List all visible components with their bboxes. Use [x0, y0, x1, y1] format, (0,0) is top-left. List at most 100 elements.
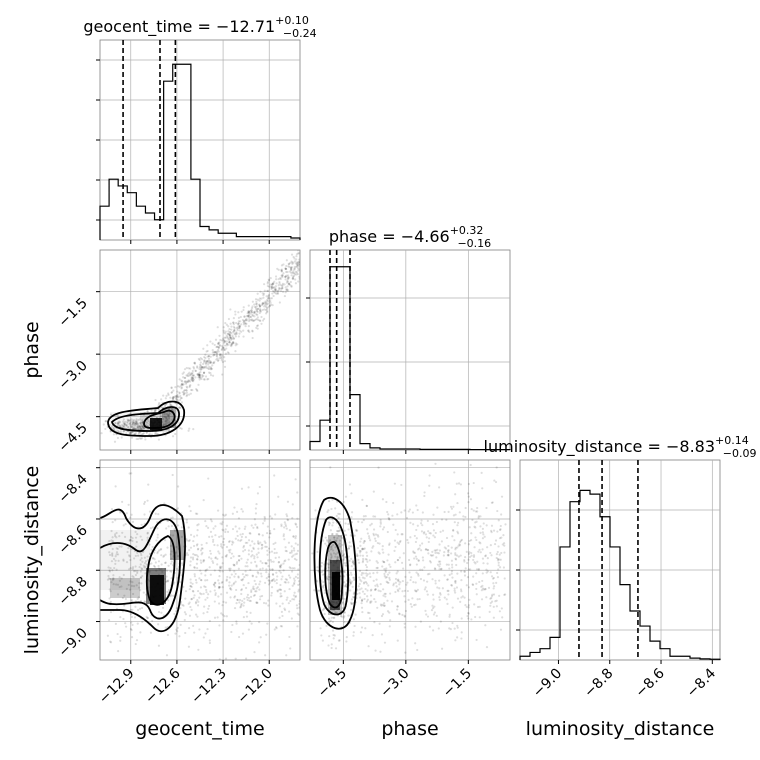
scatter-point: [270, 550, 274, 553]
scatter-point: [503, 544, 506, 547]
scatter-point: [283, 526, 286, 529]
scatter-point: [212, 353, 216, 356]
scatter-point: [244, 325, 247, 328]
scatter-point: [415, 571, 418, 574]
scatter-point: [288, 265, 291, 269]
scatter-point: [130, 636, 134, 639]
scatter-point: [319, 627, 322, 630]
scatter-point: [502, 566, 506, 569]
scatter-point: [262, 293, 265, 297]
scatter-point: [485, 646, 489, 649]
scatter-point: [275, 571, 278, 574]
scatter-point: [415, 504, 418, 507]
scatter-point: [130, 431, 133, 434]
scatter-point: [475, 582, 478, 585]
scatter-point: [386, 510, 389, 514]
scatter-point: [275, 278, 278, 281]
scatter-point: [162, 555, 165, 558]
scatter-point: [474, 615, 477, 619]
scatter-point: [279, 565, 282, 569]
scatter-point: [289, 280, 292, 284]
scatter-point: [358, 569, 362, 572]
scatter-point: [259, 290, 262, 293]
scatter-point: [295, 258, 298, 261]
scatter-point: [399, 539, 402, 543]
scatter-point: [268, 575, 271, 578]
scatter-point: [270, 297, 273, 300]
scatter-point: [302, 263, 304, 265]
scatter-point: [200, 377, 203, 381]
scatter-point: [401, 579, 404, 583]
scatter-point: [470, 554, 473, 557]
scatter-point: [290, 549, 294, 552]
contour-inner: [143, 409, 176, 429]
scatter-point: [141, 421, 144, 424]
scatter-point: [293, 591, 296, 594]
scatter-point: [386, 559, 389, 562]
scatter-point: [428, 484, 431, 487]
scatter-point: [258, 588, 261, 591]
scatter-point: [200, 547, 203, 550]
scatter-point: [491, 577, 495, 580]
scatter-point: [177, 555, 180, 558]
scatter-point: [500, 607, 503, 610]
scatter-point: [403, 626, 406, 629]
scatter-point: [458, 543, 461, 546]
scatter-point: [256, 298, 259, 301]
scatter-point: [264, 308, 267, 312]
scatter-point: [293, 267, 296, 271]
scatter-point: [177, 524, 180, 527]
scatter-point: [224, 555, 227, 558]
scatter-point: [445, 536, 449, 540]
scatter-point: [440, 518, 444, 521]
scatter-point: [175, 551, 178, 554]
scatter-point: [328, 606, 331, 609]
scatter-point: [188, 539, 191, 542]
scatter-point: [187, 429, 190, 432]
scatter-point: [122, 573, 125, 577]
scatter-point: [359, 540, 362, 543]
scatter-point: [214, 351, 217, 354]
scatter-point: [163, 405, 167, 408]
scatter-point: [283, 607, 286, 610]
scatter-point: [247, 325, 250, 328]
scatter-point: [229, 336, 232, 339]
scatter-point: [289, 261, 292, 265]
ytick-label-luminosity_distance-3: −8.4: [55, 471, 90, 506]
scatter-point: [126, 550, 129, 554]
scatter-point: [280, 269, 283, 272]
scatter-point: [131, 623, 134, 627]
scatter-point: [413, 589, 417, 592]
scatter-point: [267, 294, 270, 298]
scatter-point: [148, 422, 151, 425]
scatter-point: [192, 366, 195, 369]
scatter-point: [212, 527, 215, 530]
scatter-point: [270, 283, 274, 286]
scatter-point: [271, 573, 275, 576]
scatter-point: [169, 570, 172, 573]
scatter-point: [207, 367, 210, 370]
scatter-point: [209, 372, 212, 375]
pair-frame: [99, 249, 301, 451]
scatter-point: [490, 600, 494, 603]
scatter-point: [205, 350, 208, 353]
scatter-point: [225, 342, 229, 346]
scatter-point: [253, 542, 256, 545]
scatter-point: [460, 631, 463, 634]
scatter-point: [290, 253, 294, 256]
scatter-point: [185, 389, 188, 392]
scatter-point: [334, 552, 337, 556]
scatter-point: [221, 546, 224, 549]
scatter-point: [261, 302, 264, 305]
scatter-point: [302, 259, 304, 261]
scatter-point: [453, 521, 456, 524]
scatter-point: [379, 525, 382, 528]
scatter-point: [341, 543, 344, 547]
scatter-point: [221, 570, 224, 573]
scatter-point: [232, 337, 235, 340]
scatter-point: [388, 542, 391, 545]
scatter-point: [176, 385, 180, 388]
scatter-point: [116, 547, 119, 551]
scatter-point: [133, 424, 136, 427]
scatter-point: [284, 275, 287, 278]
